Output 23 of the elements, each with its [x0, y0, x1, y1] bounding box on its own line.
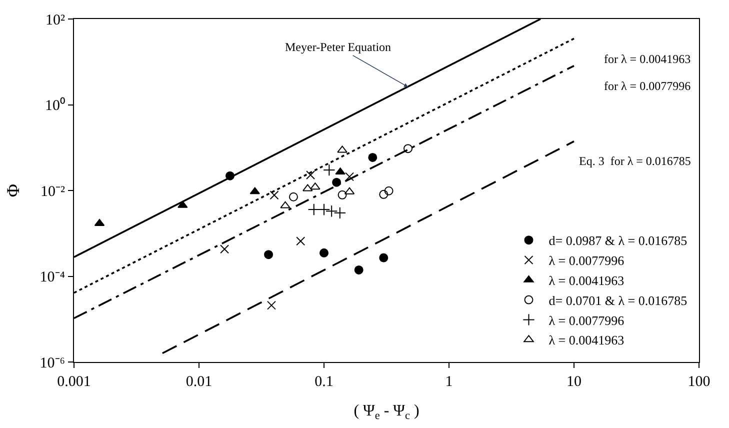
- legend-label: λ = 0.0077996: [548, 312, 625, 328]
- y-tick-label: 10²: [46, 12, 66, 28]
- y-axis-title: Φ: [2, 184, 23, 198]
- y-tick-label: 10⁻⁶: [40, 355, 65, 372]
- y-tick-label: 10⁻²: [40, 184, 66, 200]
- x-tick-label: 0.01: [186, 374, 212, 390]
- annotation: Meyer-Peter Equation: [285, 40, 392, 54]
- x-tick-label: 10: [566, 374, 582, 390]
- y-tick-label: 10⁰: [45, 97, 65, 114]
- x-tick-label: 0.001: [57, 374, 91, 390]
- x-tick-label: 1: [445, 374, 453, 390]
- text: for λ = 0.0041963: [604, 52, 691, 66]
- text: for λ = 0.0077996: [604, 79, 691, 93]
- legend-label: d= 0.0701 & λ = 0.016785: [548, 292, 688, 308]
- legend-label: λ = 0.0077996: [548, 253, 625, 268]
- series-label: Eq. 3 for λ = 0.016785: [579, 154, 691, 168]
- y-tick-label: 10⁻⁴: [40, 270, 65, 286]
- legend-label: λ = 0.0041963: [548, 332, 624, 348]
- legend-label: λ = 0.0041963: [548, 272, 624, 288]
- x-tick-label: 100: [688, 374, 710, 390]
- x-axis-title: ( Ψ$_{e}$ - Ψ$_{c}$ ): [354, 402, 420, 422]
- legend-label: d= 0.0987 & λ = 0.016785: [548, 233, 688, 248]
- x-tick-label: 0.1: [314, 374, 334, 390]
